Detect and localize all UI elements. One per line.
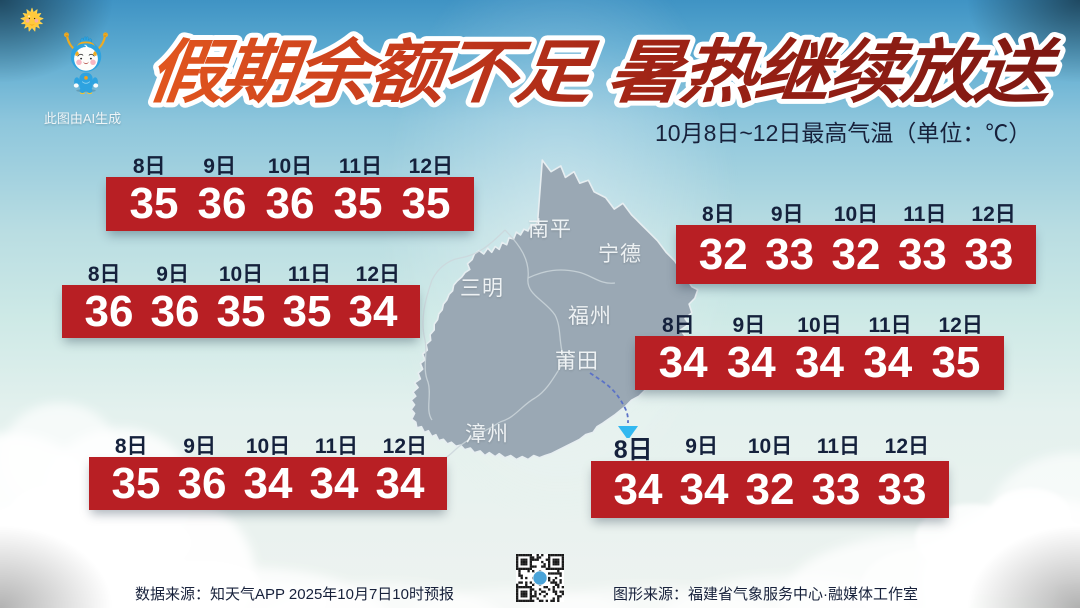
- svg-text:假期余额不足 暑热继续放送: 假期余额不足 暑热继续放送: [144, 33, 1063, 111]
